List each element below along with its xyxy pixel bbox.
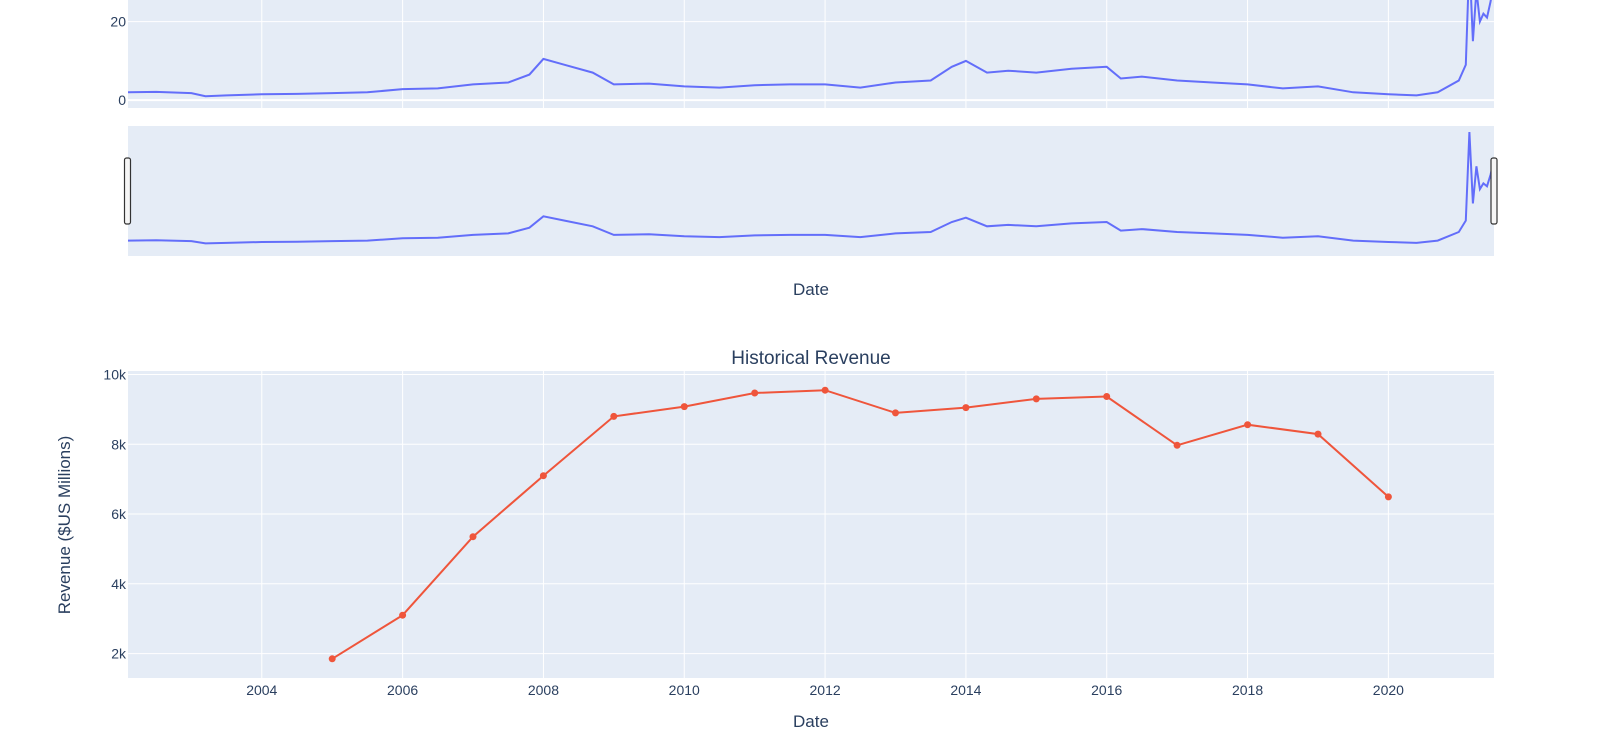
revenue-series-points [328,386,1392,663]
range-slider-right-handle[interactable] [1490,157,1498,225]
range-slider-left-handle[interactable] [123,157,132,225]
revenue-data-point [539,472,547,480]
revenue-data-point [821,386,829,394]
revenue-x-tick-label: 2018 [1232,682,1263,698]
revenue-x-tick-label: 2020 [1373,682,1404,698]
revenue-series-line [331,389,1390,660]
revenue-data-point [892,409,899,417]
revenue-x-tick-label: 2016 [1091,682,1122,698]
revenue-data-point [1314,430,1322,438]
price-y-tick-labels: 0 20 [110,14,126,109]
revenue-data-point [1032,395,1040,403]
revenue-x-tick-label: 2008 [528,682,559,698]
revenue-y-tick-label: 2k [111,646,127,662]
revenue-y-axis-title: Revenue ($US Millions) [55,436,74,615]
revenue-chart: Historical Revenue 2004 2006 2008 2010 2012 2… [55,348,1494,731]
revenue-data-point [680,403,688,411]
revenue-data-point [328,655,336,663]
price-y-tick-label: 0 [118,92,126,108]
revenue-data-point [1384,493,1392,501]
revenue-data-point [1244,421,1252,429]
revenue-x-tick-label: 2010 [669,682,700,698]
price-y-tick-label: 20 [110,14,126,30]
revenue-data-point [751,389,759,397]
revenue-data-point [399,611,407,619]
price-chart: 0 20 [110,0,1494,108]
revenue-y-tick-label: 4k [111,576,127,592]
revenue-y-tick-labels: 2k 4k 6k 8k 10k [103,366,127,661]
revenue-x-axis-title: Date [793,712,829,731]
chart-title: Historical Revenue [731,348,890,369]
revenue-x-tick-label: 2006 [387,682,418,698]
revenue-x-tick-label: 2012 [810,682,841,698]
revenue-x-tick-label: 2004 [246,682,277,698]
range-slider[interactable] [123,126,1498,256]
revenue-y-tick-label: 10k [103,366,127,382]
price-y-gridlines [128,21,1494,102]
revenue-x-tick-labels: 2004 2006 2008 2010 2012 2014 2016 2018 2020 [246,682,1404,698]
revenue-data-point [1103,393,1111,400]
price-plot-area[interactable] [128,0,1494,108]
revenue-x-tick-label: 2014 [950,682,981,698]
revenue-y-tick-label: 8k [111,436,127,452]
price-x-gridlines [261,0,1389,108]
revenue-data-point [469,533,477,541]
revenue-y-gridlines [128,373,1494,655]
range-slider-series-line [127,131,1495,245]
revenue-data-point [1173,441,1181,449]
price-series-line [127,0,1492,98]
revenue-data-point [962,404,970,412]
revenue-data-point [610,412,618,420]
price-x-axis-title: Date [793,280,829,299]
revenue-y-tick-label: 6k [111,506,127,522]
revenue-plot-area[interactable] [128,371,1494,678]
